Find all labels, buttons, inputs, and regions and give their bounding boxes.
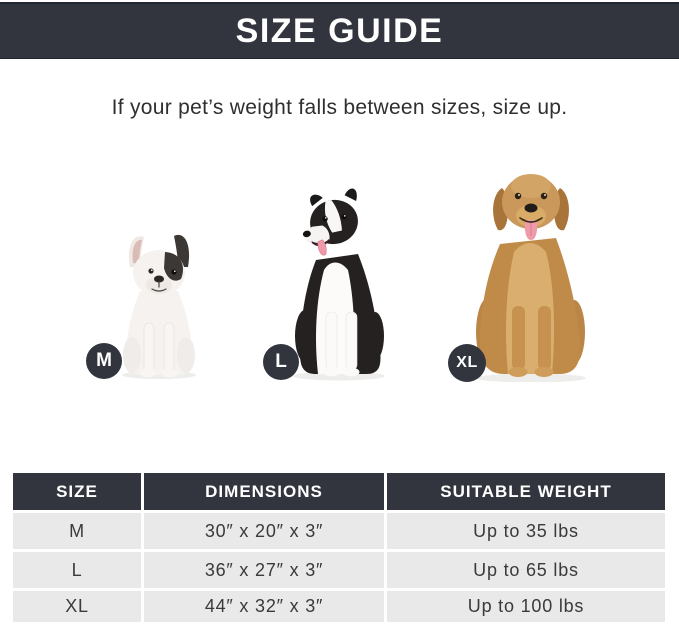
cell-weight-m: Up to 35 lbs xyxy=(387,513,665,549)
size-badge-xl: XL xyxy=(448,344,486,382)
cell-dimensions-l: 36″ x 27″ x 3″ xyxy=(144,552,384,588)
column-header-dimensions: DIMENSIONS xyxy=(144,473,384,510)
cell-dimensions-m: 30″ x 20″ x 3″ xyxy=(144,513,384,549)
border-collie-image xyxy=(293,188,385,381)
cell-size-xl: XL xyxy=(13,591,141,622)
size-table-header-row: SIZE DIMENSIONS SUITABLE WEIGHT xyxy=(13,473,665,510)
cell-size-m: M xyxy=(13,513,141,549)
french-bulldog-image xyxy=(122,234,196,379)
table-row-l: L 36″ x 27″ x 3″ Up to 65 lbs xyxy=(13,552,665,588)
table-row-xl: XL 44″ x 32″ x 3″ Up to 100 lbs xyxy=(13,591,665,622)
cell-size-l: L xyxy=(13,552,141,588)
size-guide-header: SIZE GUIDE xyxy=(0,2,679,59)
cell-weight-l: Up to 65 lbs xyxy=(387,552,665,588)
size-badge-m: M xyxy=(86,343,122,379)
dog-figure-xl xyxy=(470,160,592,382)
dog-figure-l xyxy=(288,186,391,381)
column-header-size: SIZE xyxy=(13,473,141,510)
column-header-suitable-weight: SUITABLE WEIGHT xyxy=(387,473,665,510)
golden-retriever-image xyxy=(476,174,586,382)
page-title: SIZE GUIDE xyxy=(235,11,444,50)
sizing-note: If your pet’s weight falls between sizes… xyxy=(111,96,568,119)
cell-weight-xl: Up to 100 lbs xyxy=(387,591,665,622)
size-table: SIZE DIMENSIONS SUITABLE WEIGHT M 30″ x … xyxy=(13,473,665,622)
cell-dimensions-xl: 44″ x 32″ x 3″ xyxy=(144,591,384,622)
dog-figure-m xyxy=(118,227,200,379)
size-badge-l: L xyxy=(263,344,299,380)
table-row-m: M 30″ x 20″ x 3″ Up to 35 lbs xyxy=(13,513,665,549)
